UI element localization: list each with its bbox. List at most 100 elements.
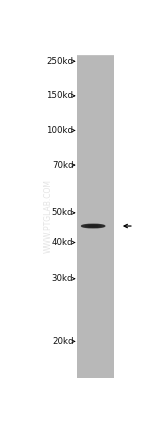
Bar: [77, 57, 114, 365]
Bar: [77, 56, 114, 126]
Bar: [77, 56, 114, 197]
Bar: [77, 57, 114, 321]
Bar: [77, 57, 114, 359]
Bar: [77, 57, 114, 257]
Bar: [77, 57, 114, 349]
Bar: [77, 57, 114, 284]
Bar: [77, 57, 114, 364]
Bar: [77, 56, 114, 163]
Text: WWW.PTGLAB.COM: WWW.PTGLAB.COM: [43, 179, 52, 253]
Bar: [77, 56, 114, 60]
Bar: [77, 56, 114, 238]
Bar: [77, 56, 114, 89]
Bar: [77, 56, 114, 164]
Bar: [77, 56, 114, 158]
Bar: [77, 56, 114, 110]
Bar: [77, 56, 114, 72]
Bar: [77, 57, 114, 262]
Bar: [77, 56, 114, 160]
Bar: [77, 55, 114, 56]
Text: 50kd: 50kd: [52, 208, 73, 217]
Bar: [77, 56, 114, 150]
Bar: [77, 56, 114, 221]
Bar: [77, 57, 114, 255]
Bar: [77, 56, 114, 201]
Bar: [77, 56, 114, 184]
Bar: [77, 56, 114, 202]
Bar: [77, 56, 114, 234]
Bar: [77, 56, 114, 238]
Bar: [77, 56, 114, 68]
Bar: [77, 57, 114, 310]
Bar: [77, 57, 114, 286]
Bar: [77, 56, 114, 113]
Bar: [77, 56, 114, 114]
Bar: [77, 57, 114, 274]
Bar: [77, 56, 114, 170]
Bar: [77, 56, 114, 123]
Bar: [77, 57, 114, 262]
Bar: [77, 57, 114, 248]
Bar: [77, 56, 114, 187]
Bar: [77, 56, 114, 178]
Bar: [77, 56, 114, 217]
Bar: [77, 57, 114, 306]
Bar: [77, 56, 114, 247]
Bar: [77, 56, 114, 112]
Bar: [77, 57, 114, 330]
Bar: [77, 56, 114, 169]
Bar: [77, 57, 114, 332]
Bar: [77, 56, 114, 220]
Bar: [77, 56, 114, 236]
Bar: [77, 56, 114, 57]
Bar: [77, 56, 114, 131]
Bar: [77, 57, 114, 378]
Bar: [77, 56, 114, 181]
Bar: [77, 56, 114, 233]
Bar: [77, 57, 114, 273]
Bar: [77, 56, 114, 136]
Bar: [77, 57, 114, 333]
Bar: [77, 57, 114, 362]
Bar: [77, 56, 114, 104]
Bar: [77, 56, 114, 235]
Bar: [77, 56, 114, 199]
Bar: [77, 56, 114, 141]
Bar: [77, 57, 114, 339]
Text: 20kd: 20kd: [52, 337, 73, 346]
Bar: [77, 56, 114, 179]
Bar: [77, 57, 114, 371]
Bar: [77, 56, 114, 127]
Bar: [77, 56, 114, 135]
Bar: [77, 57, 114, 283]
Bar: [77, 56, 114, 230]
Bar: [77, 57, 114, 367]
Bar: [77, 56, 114, 102]
Bar: [77, 56, 114, 174]
Bar: [77, 56, 114, 83]
Bar: [77, 57, 114, 266]
Bar: [77, 56, 114, 64]
Bar: [77, 56, 114, 142]
Bar: [77, 57, 114, 363]
Bar: [77, 56, 114, 131]
Bar: [77, 57, 114, 347]
Bar: [77, 56, 114, 211]
Bar: [77, 57, 114, 278]
Text: 70kd: 70kd: [52, 160, 73, 169]
Bar: [77, 57, 114, 314]
Bar: [77, 57, 114, 340]
Bar: [77, 56, 114, 199]
Bar: [77, 56, 114, 77]
Bar: [77, 57, 114, 311]
Bar: [77, 56, 114, 158]
Bar: [77, 56, 114, 241]
Bar: [77, 57, 114, 326]
Bar: [77, 56, 114, 190]
Bar: [77, 57, 114, 288]
Bar: [77, 56, 114, 61]
Bar: [77, 56, 114, 225]
Bar: [77, 57, 114, 317]
Bar: [77, 57, 114, 350]
Bar: [77, 56, 114, 205]
